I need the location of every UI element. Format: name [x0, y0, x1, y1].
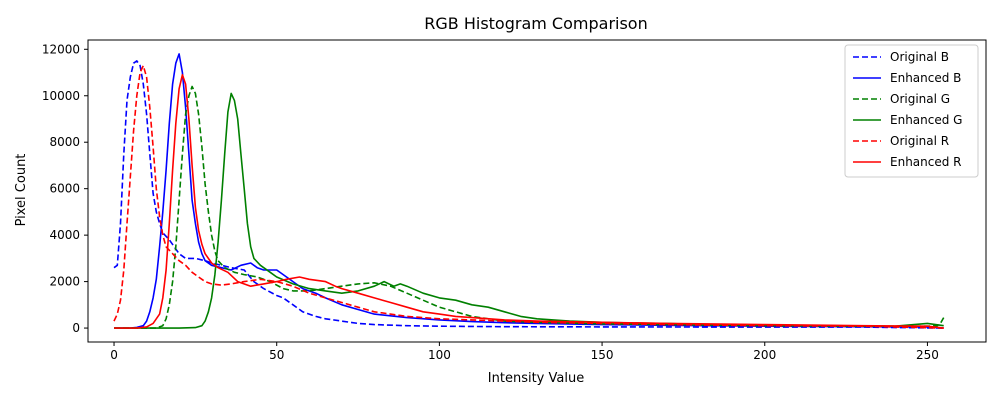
- x-tick-label: 0: [110, 348, 118, 362]
- legend-label: Enhanced B: [890, 71, 961, 85]
- plot-frame: [87, 39, 987, 343]
- series-line-original-r: [113, 64, 944, 329]
- y-axis-label: Pixel Count: [14, 154, 29, 227]
- x-axis: 0 50 100 150 200 250: [110, 342, 939, 362]
- y-tick-label: 2000: [49, 275, 80, 289]
- series-layer: [113, 53, 945, 329]
- y-tick-label: 12000: [42, 42, 80, 56]
- legend: Original B Enhanced B Original G Enhanced G…: [844, 44, 979, 178]
- y-tick-label: 0: [72, 321, 80, 335]
- y-tick-label: 6000: [49, 182, 80, 196]
- x-axis-label: Intensity Value: [488, 371, 584, 386]
- x-tick-label: 200: [753, 348, 776, 362]
- x-tick-label: 150: [591, 348, 614, 362]
- series-line-original-b: [113, 60, 944, 329]
- legend-label: Original G: [890, 92, 950, 106]
- y-tick-label: 4000: [49, 228, 80, 242]
- y-tick-label: 10000: [42, 89, 80, 103]
- series-line-enhanced-r: [114, 74, 944, 329]
- y-tick-label: 8000: [49, 135, 80, 149]
- legend-label: Original R: [890, 134, 949, 148]
- y-axis: 0 2000 4000 6000 8000 10000 12000: [42, 42, 88, 335]
- x-tick-label: 250: [916, 348, 939, 362]
- legend-label: Enhanced G: [890, 113, 962, 127]
- plot-area: [88, 40, 986, 342]
- x-tick-label: 100: [428, 348, 451, 362]
- legend-label: Enhanced R: [890, 155, 962, 169]
- series-line-original-g: [114, 85, 945, 329]
- legend-label: Original B: [890, 50, 949, 64]
- chart-title: RGB Histogram Comparison: [424, 14, 647, 33]
- x-tick-label: 50: [269, 348, 284, 362]
